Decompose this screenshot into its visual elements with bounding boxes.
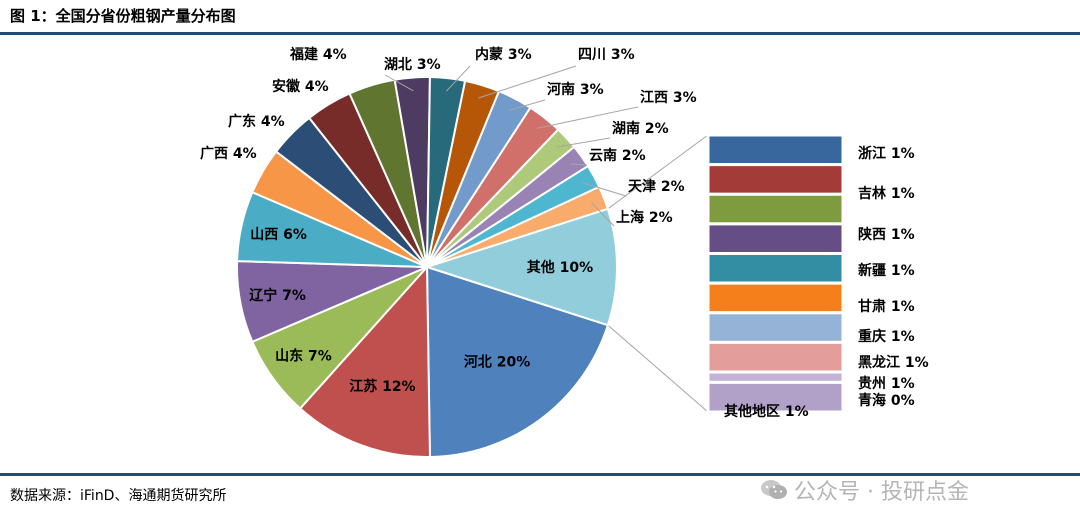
- bar-label-重庆: 重庆 1%: [858, 328, 915, 345]
- secondary-bar-青海: [706, 370, 845, 384]
- connector-lines: [607, 134, 709, 413]
- data-label-湖北: 湖北 3%: [384, 57, 441, 73]
- secondary-bar-吉林: [706, 163, 845, 196]
- bar-label-浙江: 浙江 1%: [858, 145, 915, 162]
- bar-label-新疆: 新疆 1%: [858, 262, 915, 279]
- data-label-辽宁: 辽宁 7%: [249, 287, 306, 304]
- connector-bottom: [607, 324, 709, 413]
- secondary-bar-浙江: [706, 133, 845, 167]
- leader-line-天津: [582, 182, 627, 197]
- secondary-bar-新疆: [706, 222, 845, 256]
- watermark: 公众号 · 投研点金: [760, 474, 969, 506]
- data-label-山西: 山西 6%: [250, 227, 307, 243]
- wechat-icon: [761, 480, 787, 499]
- secondary-bar-甘肃: [706, 252, 845, 285]
- data-label-内蒙: 内蒙 3%: [475, 46, 532, 63]
- pie-slice-其他: [423, 207, 618, 327]
- secondary-bar-其他地区: [706, 380, 845, 414]
- bar-label-甘肃: 甘肃 1%: [858, 298, 915, 315]
- pie-slice-河北: [425, 265, 610, 458]
- data-label-河北: 河北 20%: [464, 354, 530, 371]
- watermark-text: 公众号 · 投研点金: [794, 480, 969, 505]
- data-label-江西: 江西 3%: [640, 89, 697, 106]
- secondary-bar-黑龙江: [706, 311, 845, 344]
- secondary-bar-陕西: [706, 192, 845, 226]
- secondary-bars: [706, 133, 845, 414]
- data-label-江苏: 江苏 12%: [349, 378, 415, 395]
- data-label-四川: 四川 3%: [578, 47, 635, 63]
- bar-label-青海: 青海 0%: [858, 392, 915, 409]
- bar-label-吉林: 吉林 1%: [858, 185, 915, 202]
- bar-label-黑龙江: 黑龙江 1%: [858, 354, 929, 371]
- data-label-山东: 山东 7%: [275, 348, 332, 365]
- data-labels: 河北 20% 江苏 12% 山东 7% 辽宁 7% 山西 6% 广西 4% 广东 4% 安徽 …: [200, 46, 929, 420]
- leader-line-湖北: [384, 74, 414, 92]
- leader-line-江西: [536, 106, 639, 129]
- pie-slice-江苏: [298, 264, 431, 458]
- source-note: 数据来源：iFinD、海通期货研究所: [10, 488, 227, 504]
- secondary-bar-贵州: [706, 340, 845, 374]
- data-label-广西: 广西 4%: [200, 145, 257, 162]
- data-label-湖南: 湖南 2%: [612, 120, 669, 137]
- top-rule: [0, 32, 1080, 35]
- bottom-rule: [0, 473, 1080, 476]
- leader-line-河南: [508, 99, 546, 111]
- data-label-安徽: 安徽 4%: [272, 78, 329, 95]
- leader-line-四川: [478, 65, 577, 99]
- leader-line-云南: [570, 163, 588, 166]
- pie-slices: [236, 76, 618, 458]
- data-label-上海: 上海 2%: [616, 209, 673, 226]
- leader-line-上海: [591, 202, 615, 227]
- bar-label-贵州: 贵州 1%: [858, 375, 915, 392]
- data-label-云南: 云南 2%: [589, 147, 646, 164]
- bar-label-陕西: 陕西 1%: [858, 226, 915, 243]
- connector-top: [607, 134, 709, 210]
- bar-label-其他地区: 其他地区 1%: [724, 403, 809, 420]
- secondary-bar-重庆: [706, 281, 845, 315]
- data-label-广东: 广东 4%: [228, 113, 285, 130]
- data-label-天津: 天津 2%: [628, 178, 685, 195]
- data-label-其他: 其他 10%: [527, 259, 593, 276]
- leader-lines: [384, 65, 639, 227]
- leader-line-内蒙: [445, 65, 471, 92]
- chart-title: 图 1：全国分省份粗钢产量分布图: [10, 7, 236, 25]
- leader-line-湖南: [556, 137, 611, 148]
- data-label-河南: 河南 3%: [547, 81, 604, 98]
- data-label-福建: 福建 4%: [289, 46, 347, 63]
